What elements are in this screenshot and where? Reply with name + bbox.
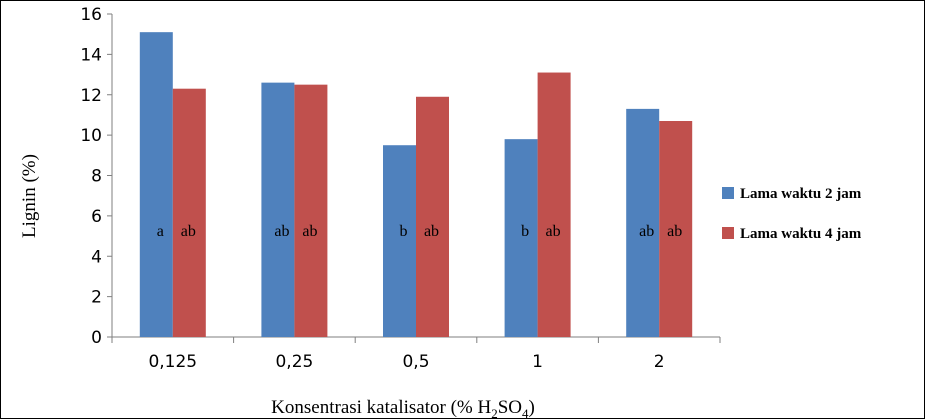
legend: Lama waktu 2 jam Lama waktu 4 jam xyxy=(722,186,862,242)
x-tick-label: 0,5 xyxy=(402,352,429,372)
bar-series-2-4 xyxy=(659,120,693,338)
bar-series-2-1 xyxy=(294,84,328,337)
bars-group xyxy=(139,32,693,338)
bar-series-1-1 xyxy=(261,82,295,337)
x-ticks-group: 0,125 0,25 0,5 1 2 xyxy=(111,337,721,372)
x-axis-title-end: ) xyxy=(529,397,535,418)
significance-letter: a xyxy=(157,223,164,240)
significance-letter: ab xyxy=(274,223,289,240)
bar-series-1-0 xyxy=(139,32,173,337)
y-tick-label: 10 xyxy=(80,126,102,146)
y-axis-title: Lignin (%) xyxy=(19,154,40,238)
x-tick-label: 2 xyxy=(654,352,665,372)
bar-series-2-3 xyxy=(537,72,571,337)
significance-letter: ab xyxy=(302,223,317,240)
x-tick-label: 1 xyxy=(532,352,543,372)
significance-letter: b xyxy=(400,223,408,240)
x-axis-title-mid: SO xyxy=(498,397,522,418)
significance-letter: ab xyxy=(424,223,439,240)
y-ticks-group: 0 2 4 6 8 10 12 14 16 xyxy=(80,5,112,348)
y-tick-label: 12 xyxy=(80,86,102,106)
legend-label-series-1: Lama waktu 2 jam xyxy=(740,186,862,202)
x-axis-title-main: Konsentrasi katalisator (% H xyxy=(271,397,491,418)
y-tick-label: 14 xyxy=(80,45,102,65)
legend-swatch-series-2 xyxy=(722,227,734,239)
x-axis-title-sub1: 2 xyxy=(491,406,498,420)
y-tick-label: 8 xyxy=(91,167,102,187)
y-tick-label: 6 xyxy=(91,207,102,227)
significance-letters-group: a ab ab ab b ab b ab ab ab xyxy=(157,223,683,240)
x-tick-label: 0,25 xyxy=(275,352,313,372)
significance-letter: b xyxy=(521,223,529,240)
bar-series-1-2 xyxy=(383,145,416,337)
bar-series-1-4 xyxy=(626,108,660,337)
legend-swatch-series-1 xyxy=(722,187,734,199)
significance-letter: ab xyxy=(546,223,561,240)
bar-series-2-2 xyxy=(416,96,449,337)
significance-letter: ab xyxy=(639,223,654,240)
y-tick-label: 16 xyxy=(80,5,102,25)
x-axis-title: Konsentrasi katalisator (% H2SO4) xyxy=(271,397,535,420)
significance-letter: ab xyxy=(667,223,682,240)
x-tick-label: 0,125 xyxy=(148,352,197,372)
y-tick-label: 2 xyxy=(91,288,102,308)
y-tick-label: 4 xyxy=(91,247,102,267)
legend-label-series-2: Lama waktu 4 jam xyxy=(740,226,862,242)
y-tick-label: 0 xyxy=(91,328,102,348)
bar-series-2-0 xyxy=(172,88,206,337)
significance-letter: ab xyxy=(181,223,196,240)
bar-series-1-3 xyxy=(504,139,538,337)
x-axis-title-sub2: 4 xyxy=(522,406,529,420)
